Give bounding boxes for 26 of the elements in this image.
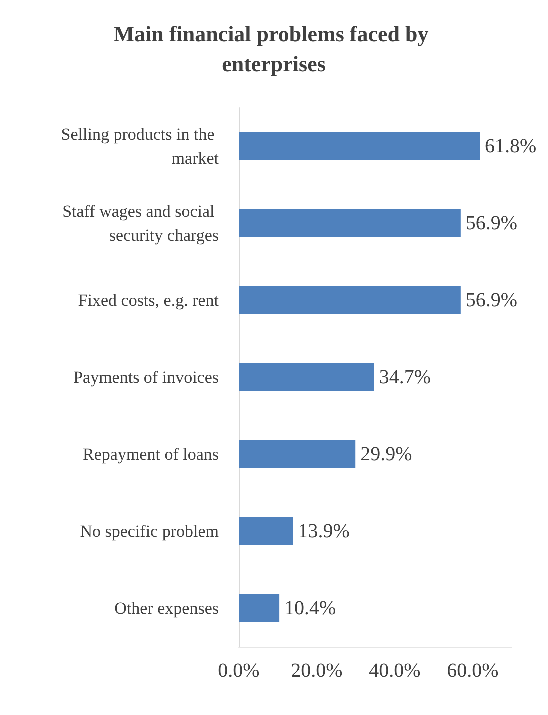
data-label: 34.7% (379, 366, 431, 388)
data-label: 29.9% (360, 444, 412, 466)
data-label: 56.9% (466, 212, 518, 234)
data-label: 13.9% (298, 520, 350, 542)
y-tick-label: Fixed costs, e.g. rent (78, 291, 220, 310)
bar (239, 210, 461, 238)
bar (239, 440, 356, 468)
x-tick-label: 0.0% (218, 660, 260, 682)
bar (239, 286, 461, 314)
y-tick-label: Staff wages and social security charges (62, 202, 219, 245)
chart-title: Main financial problems faced by enterprises (114, 22, 434, 76)
y-tick-label: Repayment of loans (83, 445, 219, 464)
data-label: 10.4% (284, 598, 336, 620)
bar (239, 594, 280, 622)
bar (239, 518, 294, 546)
y-tick-label: Other expenses (114, 599, 219, 618)
y-tick-label: No specific problem (80, 522, 219, 541)
data-label: 56.9% (466, 290, 518, 312)
data-label: 61.8% (485, 136, 537, 158)
y-tick-label: Payments of invoices (74, 368, 219, 387)
bar (239, 132, 480, 160)
x-tick-label: 40.0% (369, 660, 421, 682)
x-tick-label: 60.0% (447, 660, 499, 682)
y-tick-label: Selling products in the market (61, 125, 220, 168)
x-tick-label: 20.0% (291, 660, 343, 682)
bar (239, 364, 374, 392)
